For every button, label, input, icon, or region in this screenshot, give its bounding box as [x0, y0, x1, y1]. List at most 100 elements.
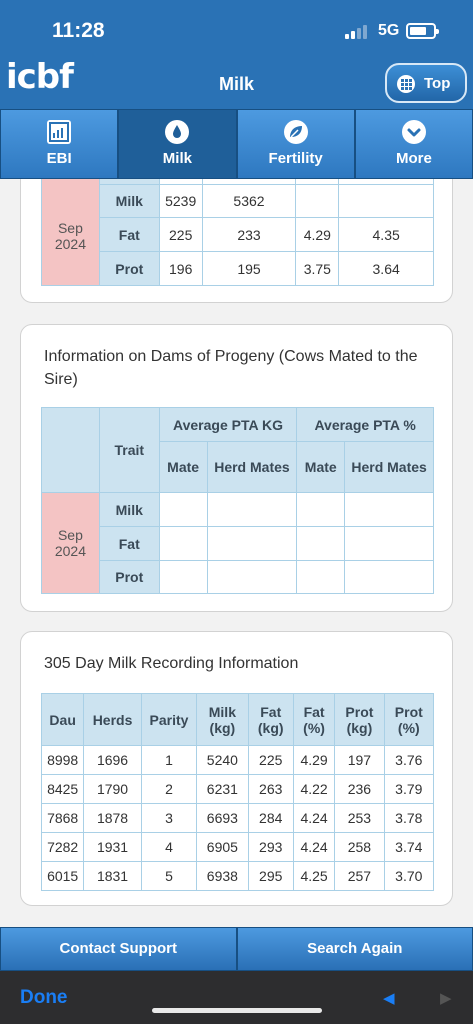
table-row: 8998 1696 1 5240 225 4.29 197 3.76 — [40, 745, 435, 775]
status-bar: 11:28 5G — [0, 0, 473, 57]
tab-milk[interactable]: Milk — [118, 109, 237, 179]
table-cell — [338, 184, 434, 218]
col-header: Prot (kg) — [334, 693, 385, 746]
table-row: 7282 1931 4 6905 293 4.24 258 3.74 — [40, 832, 435, 862]
trait-label: Milk — [98, 492, 160, 527]
trait-label: Fat — [98, 217, 160, 252]
table-cell: 253 — [334, 803, 385, 833]
table-cell: 5239 — [158, 184, 203, 218]
trait-label: Milk — [98, 184, 160, 218]
table-cell: 6938 — [196, 861, 249, 891]
tab-fertility[interactable]: Fertility — [236, 109, 355, 179]
trait-label: Prot — [98, 560, 160, 594]
avg-pta-kg-header: Average PTA KG — [158, 407, 298, 442]
table-cell: 195 — [201, 251, 297, 286]
grid-icon — [397, 75, 415, 93]
table-header-row: Mate Herd Mates Mate Herd Mates — [42, 441, 434, 493]
table-row: 8425 1790 2 6231 263 4.22 236 3.79 — [40, 774, 435, 804]
table-cell: 284 — [247, 803, 294, 833]
forward-arrow-icon[interactable]: ▶ — [440, 990, 452, 1007]
empty-header — [41, 407, 100, 493]
tab-fertility-label: Fertility — [268, 150, 323, 167]
table-row: Prot 196 195 3.75 3.64 — [42, 251, 434, 286]
herd-mates-header: Herd Mates — [344, 441, 434, 493]
browser-toolbar: Done ◀ ▶ — [0, 971, 473, 1024]
table-cell: 1931 — [83, 832, 142, 862]
mate-header: Mate — [296, 441, 346, 493]
content-area[interactable]: Sep 2024 Milk 5239 5362 Fat 225 233 4.29… — [0, 179, 473, 927]
trait-label: Fat — [98, 526, 160, 561]
done-button[interactable]: Done — [20, 987, 68, 1008]
table-header-row: Trait Average PTA KG Average PTA % — [41, 407, 434, 493]
app-header: icbf Milk Top — [0, 57, 473, 109]
col-header: Fat (kg) — [247, 693, 294, 746]
table-cell: 1696 — [83, 745, 142, 775]
table-cell — [295, 184, 340, 218]
date-cell: Sep 2024 — [41, 492, 100, 594]
milk-drop-icon — [165, 120, 190, 144]
table-cell: 8998 — [40, 745, 85, 775]
table-cell: 1878 — [83, 803, 142, 833]
contact-support-button[interactable]: Contact Support — [0, 927, 237, 971]
table-row: 7868 1878 3 6693 284 4.24 253 3.78 — [40, 803, 435, 833]
table-cell: 225 — [158, 217, 203, 252]
search-again-button[interactable]: Search Again — [236, 927, 473, 971]
milk-recording-card: 305 Day Milk Recording Information Dau H… — [20, 631, 453, 906]
top-button[interactable]: Top — [385, 63, 467, 103]
table-row: 6015 1831 5 6938 295 4.25 257 3.70 — [40, 861, 435, 891]
table-cell: 7868 — [40, 803, 85, 833]
bottom-action-bar: Contact Support Search Again — [0, 927, 473, 971]
table-cell: 3.64 — [338, 251, 434, 286]
table-row: Prot — [42, 560, 434, 594]
table-cell: 4.22 — [292, 774, 336, 804]
table-cell: 4.25 — [292, 861, 336, 891]
table-header-row: Dau Herds Parity Milk (kg) Fat (kg) Fat … — [40, 693, 435, 746]
table-cell: 5 — [140, 861, 198, 891]
avg-pta-pct-header: Average PTA % — [296, 407, 434, 442]
dams-progeny-card: Information on Dams of Progeny (Cows Mat… — [20, 324, 453, 612]
status-time: 11:28 — [52, 19, 105, 42]
col-header: Dau — [40, 693, 85, 746]
leaf-icon — [283, 120, 308, 144]
col-header: Parity — [140, 693, 198, 746]
tab-ebi-label: EBI — [46, 150, 72, 167]
icbf-logo: icbf — [6, 57, 74, 97]
table-cell: 5240 — [196, 745, 249, 775]
table-row: Fat 225 233 4.29 4.35 — [42, 217, 434, 252]
date-cell: Sep 2024 — [41, 179, 100, 286]
dams-progeny-table: Trait Average PTA KG Average PTA % Mate … — [41, 407, 434, 594]
table-cell: 3.75 — [295, 251, 340, 286]
table-row: Sep 2024 — [41, 179, 434, 286]
tab-milk-label: Milk — [162, 150, 192, 167]
col-header: Prot (%) — [383, 693, 435, 746]
table-cell: 8425 — [40, 774, 85, 804]
chevron-down-icon — [401, 120, 426, 144]
table-cell: 3 — [140, 803, 198, 833]
battery-icon — [406, 23, 439, 39]
milk-recording-title: 305 Day Milk Recording Information — [44, 655, 299, 672]
tab-more-label: More — [395, 150, 432, 167]
tab-more[interactable]: More — [354, 109, 473, 179]
table-row: Milk 5239 5362 — [42, 184, 434, 218]
table-cell: 3.70 — [383, 861, 435, 891]
back-arrow-icon[interactable]: ◀ — [383, 990, 395, 1007]
table-cell: 258 — [334, 832, 385, 862]
table-cell: 4 — [140, 832, 198, 862]
table-cell: 233 — [201, 217, 297, 252]
table-cell: 295 — [247, 861, 294, 891]
col-header: Milk (kg) — [196, 693, 249, 746]
pta-card: Sep 2024 Milk 5239 5362 Fat 225 233 4.29… — [20, 179, 453, 303]
tab-ebi[interactable]: EBI — [0, 109, 119, 179]
table-cell: 196 — [158, 251, 203, 286]
table-cell: 4.24 — [292, 803, 336, 833]
table-cell: 1790 — [83, 774, 142, 804]
milk-recording-table: Dau Herds Parity Milk (kg) Fat (kg) Fat … — [40, 693, 435, 891]
table-cell: 236 — [334, 774, 385, 804]
table-cell: 4.35 — [338, 217, 434, 252]
table-cell: 5362 — [201, 184, 297, 218]
pta-table: Sep 2024 Milk 5239 5362 Fat 225 233 4.29… — [41, 179, 434, 286]
bar-chart-icon — [47, 120, 72, 144]
table-cell: 6015 — [40, 861, 85, 891]
table-cell: 197 — [334, 745, 385, 775]
home-indicator — [152, 1008, 322, 1013]
